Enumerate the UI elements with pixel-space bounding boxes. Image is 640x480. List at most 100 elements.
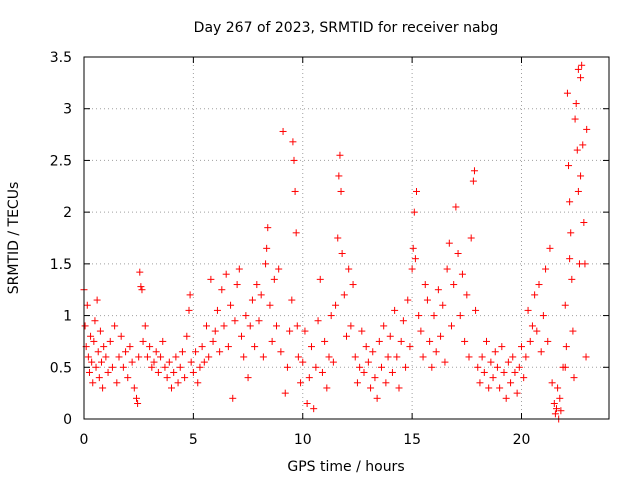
data-point: [406, 343, 414, 351]
data-point: [476, 379, 484, 387]
data-point: [108, 363, 116, 371]
data-point: [327, 312, 335, 320]
data-point: [556, 394, 564, 402]
x-tick-label: 5: [189, 432, 198, 448]
data-point: [384, 353, 392, 361]
data-point: [185, 306, 193, 314]
data-point: [463, 291, 471, 299]
data-point: [102, 353, 110, 361]
data-point: [561, 363, 569, 371]
data-point: [421, 281, 429, 289]
data-point: [502, 394, 510, 402]
data-point: [229, 394, 237, 402]
data-point: [303, 399, 311, 407]
data-point: [467, 234, 475, 242]
data-point: [411, 255, 419, 263]
plot-frame: [83, 56, 610, 420]
data-point: [293, 322, 301, 330]
data-point: [562, 343, 570, 351]
data-point: [288, 296, 296, 304]
data-point: [122, 348, 130, 356]
data-point: [192, 348, 200, 356]
data-point: [533, 327, 541, 335]
data-points: [80, 61, 591, 423]
data-point: [535, 281, 543, 289]
data-point: [268, 337, 276, 345]
data-point: [292, 229, 300, 237]
data-point: [308, 343, 315, 351]
data-point: [524, 306, 532, 314]
data-point: [264, 224, 272, 232]
data-point: [573, 146, 581, 154]
data-point: [395, 384, 403, 392]
data-point: [128, 358, 136, 366]
data-point: [255, 317, 263, 325]
data-point: [273, 322, 280, 330]
data-point: [205, 353, 213, 361]
data-point: [397, 337, 405, 345]
data-point: [369, 348, 377, 356]
data-point: [498, 343, 506, 351]
data-point: [196, 363, 204, 371]
data-point: [290, 156, 298, 164]
data-point: [526, 337, 534, 345]
data-point: [211, 327, 219, 335]
data-point: [404, 296, 412, 304]
data-point: [257, 291, 265, 299]
data-point: [143, 353, 151, 361]
data-point: [216, 348, 224, 356]
data-point: [150, 358, 158, 366]
x-tick-labels: 0 5 10 15 20: [80, 432, 531, 448]
data-point: [138, 286, 146, 294]
data-point: [388, 368, 396, 376]
data-point: [113, 379, 121, 387]
data-point: [297, 379, 305, 387]
data-point: [194, 379, 202, 387]
data-point: [485, 384, 493, 392]
data-point: [310, 405, 318, 413]
data-point: [509, 353, 517, 361]
data-point: [275, 265, 283, 273]
data-point: [135, 353, 143, 361]
data-point: [301, 327, 309, 335]
data-point: [253, 281, 261, 289]
data-point: [572, 100, 580, 108]
data-point: [493, 363, 501, 371]
data-point: [251, 343, 259, 351]
data-point: [209, 337, 217, 345]
data-point: [531, 291, 539, 299]
data-point: [203, 322, 210, 330]
data-point: [458, 270, 466, 278]
data-point: [574, 187, 582, 195]
data-point: [566, 255, 574, 263]
data-point: [393, 353, 401, 361]
data-point: [198, 343, 206, 351]
data-point: [402, 363, 410, 371]
data-point: [329, 358, 337, 366]
data-point: [244, 374, 252, 382]
data-point: [358, 327, 366, 335]
data-point: [380, 322, 388, 330]
data-point: [222, 270, 230, 278]
data-point: [305, 374, 313, 382]
data-point: [578, 61, 586, 69]
data-point: [445, 239, 453, 247]
data-point: [141, 322, 149, 330]
data-point: [263, 244, 271, 252]
data-point: [299, 358, 307, 366]
data-point: [426, 337, 434, 345]
data-point: [259, 353, 267, 361]
data-point: [334, 234, 342, 242]
data-point: [465, 353, 473, 361]
data-point: [546, 244, 554, 252]
data-point: [520, 374, 528, 382]
data-point: [174, 379, 182, 387]
data-point: [583, 125, 591, 133]
data-point: [281, 389, 289, 397]
data-point: [470, 167, 478, 175]
data-point: [146, 343, 154, 351]
data-point: [515, 363, 523, 371]
data-point: [170, 368, 178, 376]
data-point: [84, 353, 92, 361]
data-point: [99, 384, 107, 392]
